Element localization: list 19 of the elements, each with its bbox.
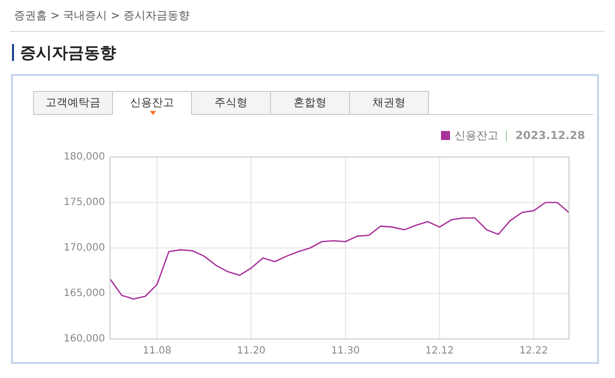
text: 2023.12.28 (515, 129, 585, 142)
y-tick-label: 165,000 (64, 288, 105, 300)
text: 고객예탁금 (33, 91, 113, 114)
x-tick-label: 11.20 (236, 346, 266, 357)
y-tick-label: 180,000 (64, 152, 105, 163)
text: 혼합형 (270, 91, 350, 114)
text: 주식형 (191, 91, 271, 114)
chart-title: 증시자금동향 (12, 43, 116, 62)
legend-label: 신용잔고 (454, 128, 498, 143)
x-tick-label: 11.08 (142, 346, 172, 357)
y-tick-label: 170,000 (64, 242, 105, 254)
text: 채권형 (349, 91, 429, 114)
x-tick-label: 11.30 (331, 346, 360, 357)
y-tick-label: 160,000 (64, 334, 105, 345)
x-tick-label: 12.12 (425, 346, 454, 357)
y-tick-label: 175,000 (64, 197, 105, 208)
text: 신용잔고 (112, 91, 192, 115)
x-tick-label: 12.22 (519, 346, 548, 357)
text: 증권홈 > 국내증시 > 증시자금동향 (14, 8, 190, 23)
